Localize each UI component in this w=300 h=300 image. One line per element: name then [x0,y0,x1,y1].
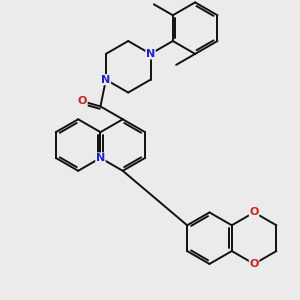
Text: N: N [146,49,155,59]
Text: O: O [249,259,259,269]
Text: N: N [96,153,105,163]
Text: O: O [249,207,259,218]
Text: O: O [78,96,87,106]
Text: N: N [101,75,110,85]
